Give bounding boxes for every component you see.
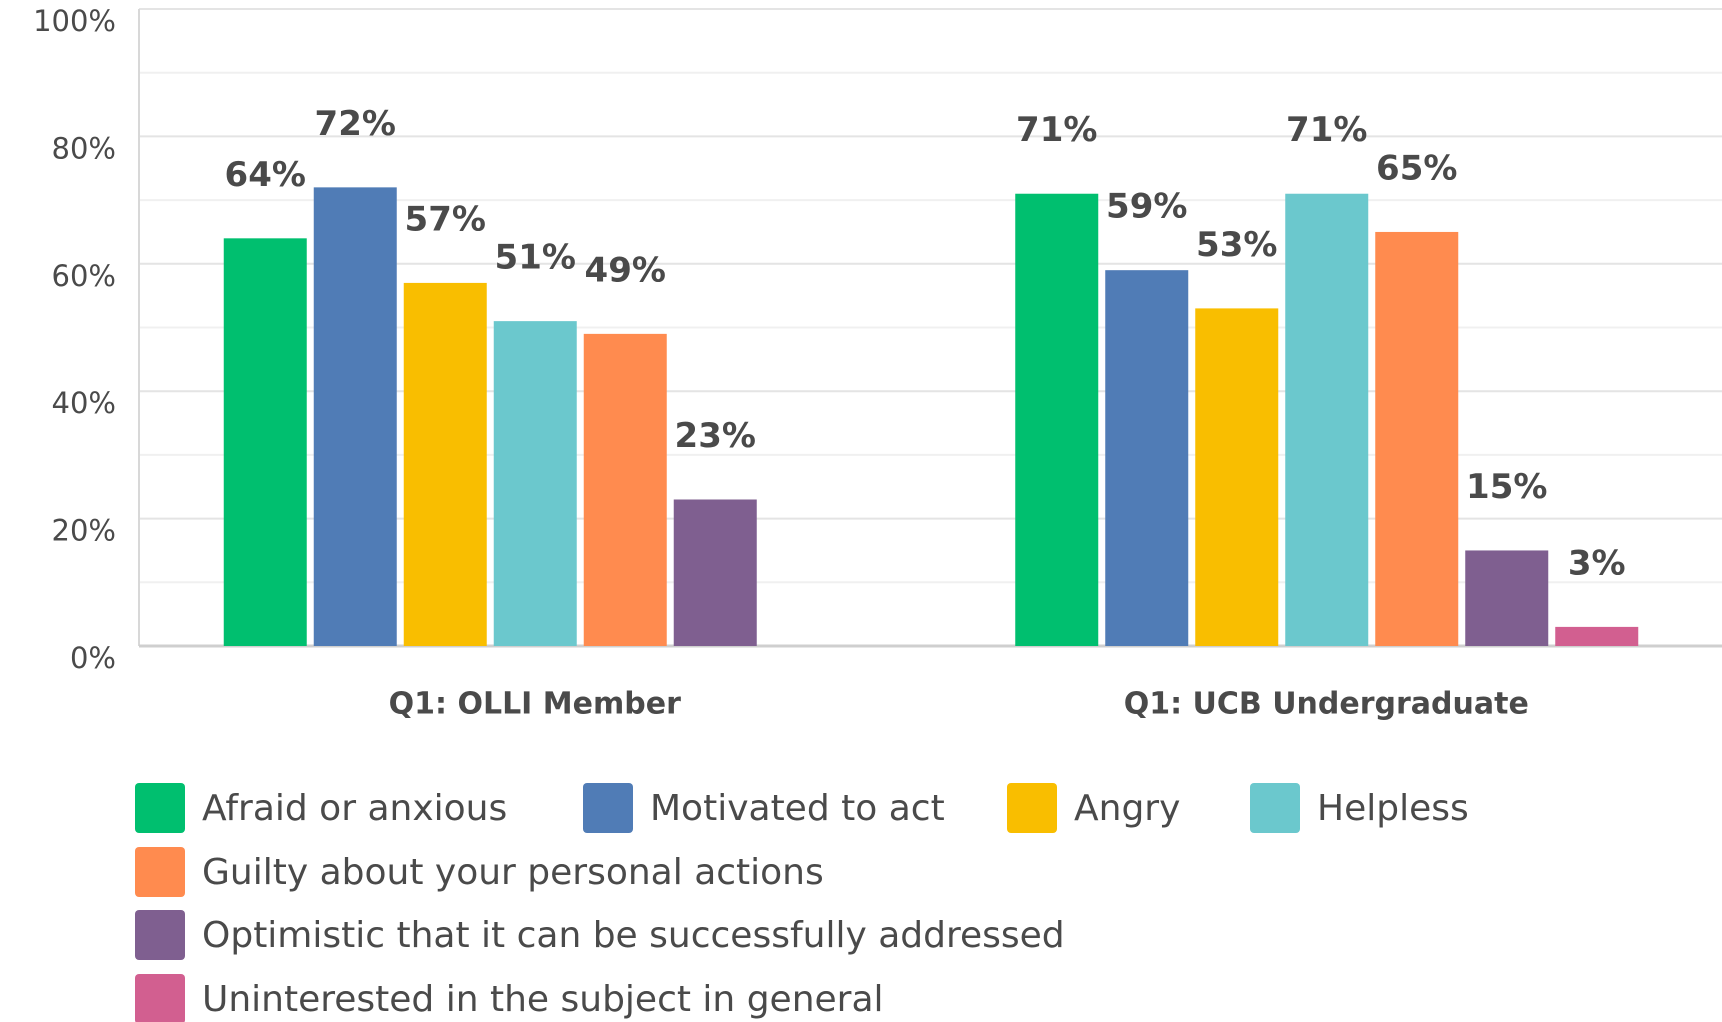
bar — [583, 333, 667, 646]
legend-label: Uninterested in the subject in general — [202, 979, 884, 1020]
y-tick-label: 80% — [52, 131, 116, 165]
y-tick-label: 0% — [70, 641, 116, 675]
value-label: 15% — [1466, 467, 1547, 507]
legend-label: Guilty about your personal actions — [202, 852, 824, 893]
y-tick-label: 60% — [52, 259, 116, 293]
bar — [673, 499, 757, 646]
legend-swatch — [135, 783, 185, 833]
value-label: 49% — [585, 250, 666, 290]
legend-label: Optimistic that it can be successfully a… — [202, 915, 1065, 956]
value-label: 53% — [1196, 225, 1277, 265]
bar — [1555, 626, 1639, 646]
legend-label: Motivated to act — [650, 788, 945, 829]
bar — [1285, 193, 1369, 647]
bar — [1465, 550, 1549, 646]
bar — [1015, 193, 1099, 647]
bar — [493, 321, 577, 646]
legend-swatch — [135, 974, 185, 1022]
value-label: 71% — [1286, 110, 1367, 150]
y-tick-label: 40% — [52, 386, 116, 420]
bar — [1195, 308, 1279, 646]
bar — [1375, 231, 1459, 646]
value-label: 64% — [225, 155, 306, 195]
legend-swatch — [583, 783, 633, 833]
value-label: 65% — [1376, 148, 1457, 188]
x-tick-label: Q1: UCB Undergraduate — [1124, 687, 1529, 722]
value-label: 72% — [315, 104, 396, 144]
legend-label: Helpless — [1317, 788, 1469, 829]
legend-swatch — [1250, 783, 1300, 833]
value-label: 71% — [1016, 110, 1097, 150]
legend-swatch — [1007, 783, 1057, 833]
legend-swatch — [135, 910, 185, 960]
legend-label: Afraid or anxious — [202, 788, 507, 829]
y-tick-label: 100% — [33, 4, 116, 38]
value-label: 3% — [1568, 543, 1626, 583]
bar — [403, 282, 487, 646]
value-label: 23% — [675, 416, 756, 456]
bar — [313, 187, 397, 647]
legend-swatch — [135, 847, 185, 897]
value-label: 59% — [1106, 187, 1187, 227]
x-tick-label: Q1: OLLI Member — [389, 687, 681, 722]
legend-label: Angry — [1074, 788, 1180, 829]
bar — [223, 238, 307, 646]
value-label: 51% — [495, 238, 576, 278]
y-tick-label: 20% — [52, 514, 116, 548]
value-label: 57% — [405, 199, 486, 239]
bar — [1105, 270, 1189, 646]
